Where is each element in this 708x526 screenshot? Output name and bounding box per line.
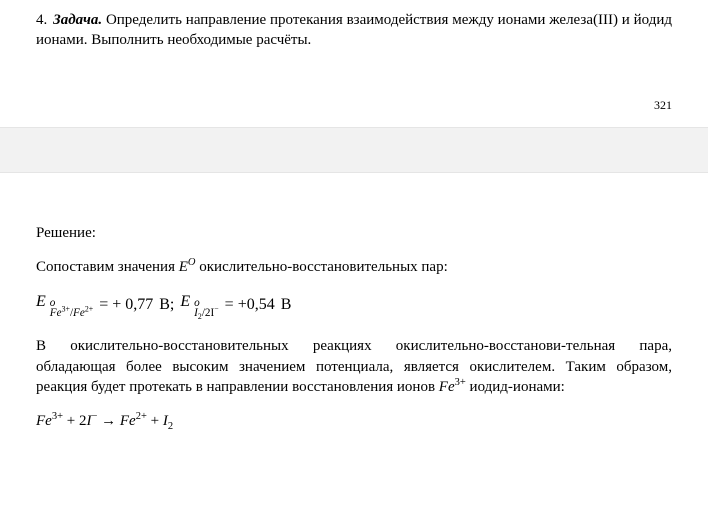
eq1-scripts: o Fe3+/Fe2+: [50, 298, 93, 318]
explain-Fe: Fe: [439, 379, 455, 395]
explain-b: иодид-ионами:: [466, 379, 565, 395]
rxn-plus2: +: [147, 413, 163, 429]
eq1-sub-bot-sup: 2+: [85, 305, 93, 314]
eq1-sub-top-sup: 3+: [62, 305, 70, 314]
compare-text-b: окислительно-восстановительных пар:: [196, 259, 448, 275]
explain-Fe-sup: 3+: [455, 377, 466, 388]
compare-paragraph: Сопоставим значения EO окислительно-восс…: [36, 257, 672, 277]
page-gap: [0, 127, 708, 173]
eq2-E: E o I2/2I−: [180, 291, 218, 318]
problem-paragraph: 4. Задача. Определить направление протек…: [36, 10, 672, 51]
problem-label: Задача.: [53, 12, 102, 28]
eq2-E-letter: E: [180, 293, 190, 310]
compare-E: E: [179, 259, 188, 275]
eq1-sub: Fe3+/Fe2+: [50, 308, 93, 318]
problem-block: 4. Задача. Определить направление протек…: [0, 0, 708, 83]
compare-E-sup: O: [188, 257, 196, 268]
rxn-a-sup: 3+: [52, 411, 63, 422]
eq2-sub: I2/2I−: [194, 308, 219, 318]
problem-text: Определить направление протекания взаимо…: [36, 12, 672, 48]
rxn-arrow: →: [97, 413, 120, 429]
eq1-E: E o Fe3+/Fe2+: [36, 291, 93, 318]
eq1-sub-top: Fe: [50, 307, 62, 319]
page-number: 321: [0, 83, 708, 127]
reaction-line: Fe3+ + 2I− → Fe2+ + I2: [36, 411, 672, 431]
eq2-sub-bot-sup: −: [214, 305, 218, 314]
compare-text-a: Сопоставим значения: [36, 259, 179, 275]
explain-paragraph: В окислительно-восстановительных реакция…: [36, 336, 672, 397]
rxn-c: Fe: [120, 413, 136, 429]
eq1-unit: В;: [159, 294, 174, 316]
eq1-value: = + 0,77: [99, 294, 153, 316]
rxn-d-sub: 2: [168, 421, 173, 432]
eq2-scripts: o I2/2I−: [194, 298, 219, 318]
explain-a: В окислительно-восстановительных реакция…: [36, 338, 672, 395]
rxn-a: Fe: [36, 413, 52, 429]
potentials-line: E o Fe3+/Fe2+ = + 0,77 В; E o I2/2I−: [36, 291, 672, 318]
rxn-plus1: + 2: [63, 413, 86, 429]
rxn-c-sup: 2+: [136, 411, 147, 422]
eq1-E-letter: E: [36, 293, 46, 310]
eq2-sub-bot: 2I: [205, 307, 214, 319]
eq1-sub-bot: Fe: [73, 307, 85, 319]
eq2-value: = +0,54: [225, 294, 275, 316]
eq2-unit: В: [281, 294, 292, 316]
page: 4. Задача. Определить направление протек…: [0, 0, 708, 453]
problem-number: 4.: [36, 12, 49, 28]
solution-block: Решение: Сопоставим значения EO окислите…: [0, 173, 708, 454]
solution-heading: Решение:: [36, 223, 672, 243]
